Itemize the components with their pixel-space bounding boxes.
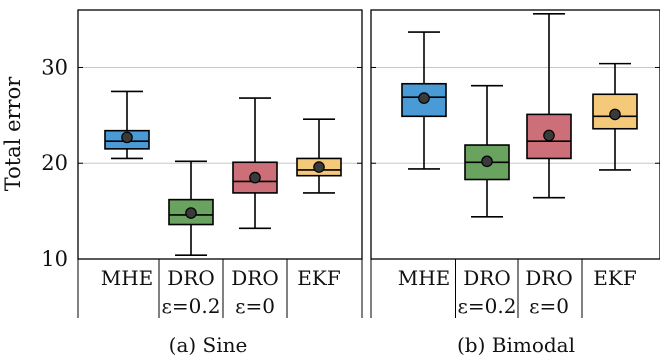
x-tick-label: MHE (101, 266, 154, 290)
x-tick-sublabel: ε=0.2 (162, 294, 221, 318)
box-dro-eps02 (168, 160, 214, 256)
axes-frame (370, 9, 660, 260)
x-tick-sublabel: ε=0 (235, 294, 275, 318)
y-tick-label: 20 (41, 151, 68, 175)
box-dro-eps0 (232, 97, 278, 230)
mean-marker (313, 161, 325, 173)
box-ekf (592, 62, 638, 171)
x-tick-sublabel: ε=0 (529, 294, 569, 318)
subplot-bimodal: MHE DRO ε=0.2 DRO ε=0 EKF (370, 9, 660, 318)
subplot-a-caption: (a) Sine (169, 333, 248, 357)
y-tick-label: 10 (41, 247, 68, 271)
mean-marker (185, 207, 197, 219)
y-axis-label: Total error (1, 76, 25, 192)
x-tick-label: EKF (297, 266, 341, 290)
x-tick-label: DRO (525, 266, 573, 290)
x-tick-sublabel: ε=0.2 (458, 294, 517, 318)
box-ekf (296, 118, 342, 194)
mean-marker (609, 108, 621, 121)
box-dro-eps02 (464, 84, 510, 218)
x-tick-label: DRO (167, 266, 215, 290)
subplot-b-caption: (b) Bimodal (457, 333, 575, 357)
x-tick-label: DRO (463, 266, 511, 290)
box-mhe (401, 31, 447, 170)
mean-marker (249, 171, 261, 184)
subplot-sine: 10 20 30 MHE DRO ε=0.2 DRO ε=0 EKF (41, 9, 363, 318)
x-tick-label: MHE (398, 266, 451, 290)
mean-marker (121, 131, 133, 144)
mean-marker (543, 129, 555, 142)
box-mhe (104, 90, 150, 160)
box-dro-eps0 (526, 13, 572, 199)
mean-marker (418, 92, 430, 104)
x-tick-label: EKF (593, 266, 637, 290)
mean-marker (481, 155, 493, 168)
x-tick-label: DRO (231, 266, 279, 290)
y-tick-label: 30 (41, 55, 68, 79)
axes-frame (77, 9, 363, 260)
